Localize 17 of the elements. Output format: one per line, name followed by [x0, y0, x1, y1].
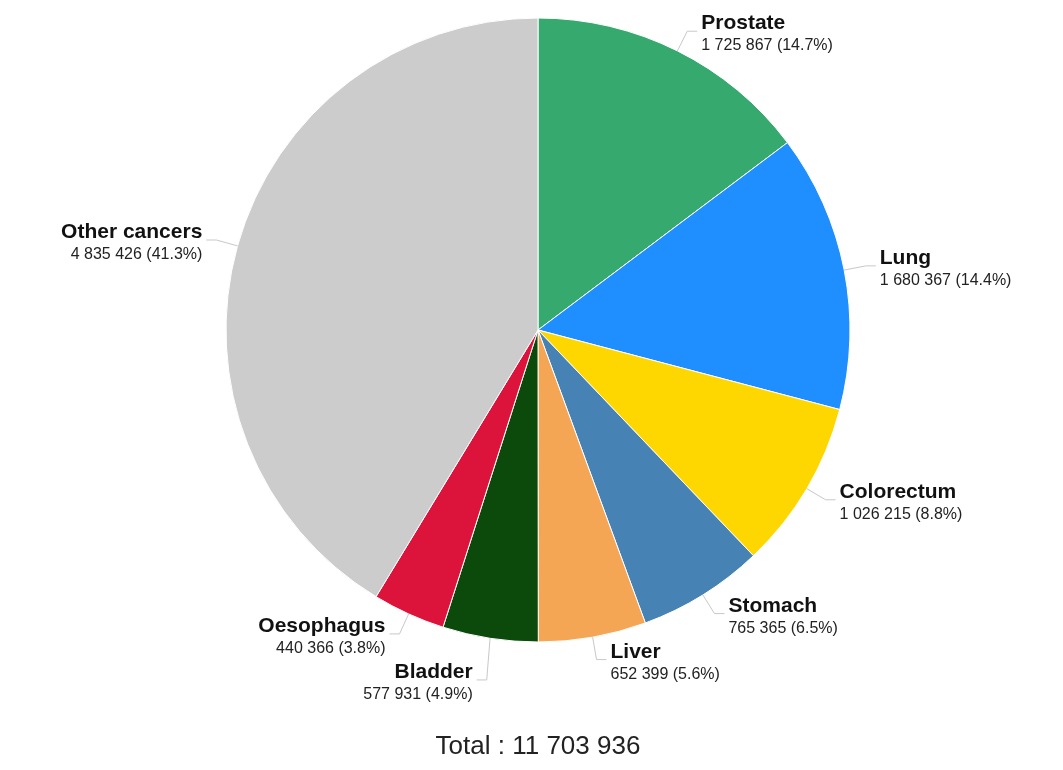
data-label: 440 366 (3.8%)	[276, 638, 386, 656]
data-label: 652 399 (5.6%)	[610, 664, 720, 682]
slice-label: Bladder	[394, 658, 473, 682]
text: Total : 11 703 936	[435, 730, 641, 760]
slice-label: Oesophagus	[258, 612, 386, 636]
slice-label: Lung	[879, 244, 932, 268]
data-label: 1 026 215 (8.8%)	[839, 504, 963, 522]
data-label: 4 835 426 (41.3%)	[70, 244, 203, 262]
slice-label: Colorectum	[839, 478, 957, 502]
slice-label: Prostate	[701, 10, 786, 34]
slice-label: Other cancers	[61, 218, 203, 242]
data-label: 1 680 367 (14.4%)	[879, 270, 1012, 288]
data-label: 1 725 867 (14.7%)	[701, 36, 833, 54]
slice-label: Stomach	[728, 592, 818, 616]
data-label: 577 931 (4.9%)	[363, 684, 473, 702]
slice-label: Liver	[610, 638, 661, 662]
data-label: 765 365 (6.5%)	[728, 618, 838, 636]
